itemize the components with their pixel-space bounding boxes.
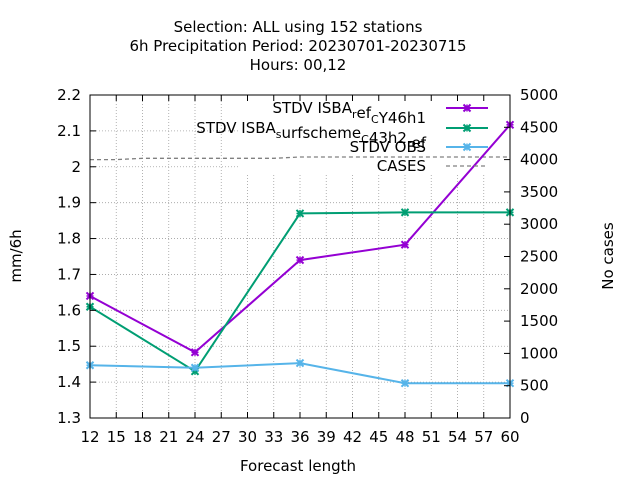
y2-tick-label: 3500 [520, 183, 558, 201]
x-tick-label: 33 [264, 428, 283, 446]
legend-label-1: STDV ISBAsurfschemeC43h2ref [196, 119, 426, 152]
grid [90, 95, 510, 418]
title-line-2: 6h Precipitation Period: 20230701-202307… [129, 37, 466, 55]
y-tick-label: 1.6 [57, 301, 81, 319]
x-tick-label: 27 [212, 428, 231, 446]
series-layer [85, 120, 515, 388]
legend-label-0: STDV ISBArefCY46h1 [272, 99, 426, 127]
series-1-point [400, 208, 410, 217]
y-tick-label: 2.2 [57, 86, 81, 104]
x-tick-label: 51 [422, 428, 441, 446]
y-tick-label: 1.9 [57, 194, 81, 212]
x-tick-label: 15 [107, 428, 126, 446]
y-axis-label: mm/6h [7, 229, 25, 282]
y-tick-label: 1.3 [57, 409, 81, 427]
y2-tick-label: 5000 [520, 86, 558, 104]
y2-tick-label: 1500 [520, 312, 558, 330]
y2-tick-label: 2500 [520, 248, 558, 266]
legend-marker-0 [462, 103, 472, 113]
x-tick-label: 45 [369, 428, 388, 446]
title-line-1: Selection: ALL using 152 stations [174, 18, 423, 36]
x-tick-label: 42 [343, 428, 362, 446]
y-tick-label: 2.1 [57, 122, 81, 140]
y-tick-label: 1.4 [57, 373, 81, 391]
series-1-point [295, 209, 305, 218]
y2-tick-label: 0 [520, 409, 530, 427]
series-2-point [400, 378, 410, 388]
series-2-point [190, 363, 200, 372]
y2-axis-label: No cases [599, 222, 617, 290]
x-tick-label: 39 [317, 428, 336, 446]
legend-marker-2 [462, 142, 472, 152]
y-tick-label: 1.5 [57, 337, 81, 355]
x-tick-label: 60 [500, 428, 519, 446]
axis-ticks: 12 15 18 21 24 27 30 33 36 39 42 45 48 51 54 57 60 1.3 1.4… [57, 86, 558, 446]
title-line-3: Hours: 00,12 [250, 56, 347, 74]
series-line-3 [90, 156, 510, 161]
legend-marker-1 [462, 123, 472, 133]
y2-tick-label: 4000 [520, 151, 558, 169]
y2-tick-label: 500 [520, 377, 549, 395]
legend-label-2: STDV OBS [350, 138, 426, 156]
legend-label-3: CASES [377, 157, 426, 175]
series-2-point [295, 358, 305, 368]
series-0-point [295, 255, 305, 265]
y-tick-label: 1.8 [57, 230, 81, 248]
x-tick-label: 18 [133, 428, 152, 446]
x-tick-label: 36 [290, 428, 309, 446]
y2-tick-label: 3000 [520, 215, 558, 233]
x-tick-label: 21 [159, 428, 178, 446]
x-tick-label: 54 [448, 428, 467, 446]
series-0-point [190, 348, 200, 357]
x-tick-label: 48 [395, 428, 414, 446]
y-tick-label: 2 [71, 158, 81, 176]
series-0-point [400, 240, 410, 249]
y-tick-label: 1.7 [57, 265, 81, 283]
x-tick-label: 24 [185, 428, 204, 446]
x-tick-label: 30 [238, 428, 257, 446]
chart-title: Selection: ALL using 152 stations 6h Pre… [129, 18, 466, 74]
x-tick-label: 12 [80, 428, 99, 446]
x-tick-label: 57 [474, 428, 493, 446]
y2-tick-label: 2000 [520, 280, 558, 298]
series-line-1 [89, 211, 510, 373]
y2-tick-label: 1000 [520, 344, 558, 362]
x-axis-label: Forecast length [240, 457, 356, 475]
y2-tick-label: 4500 [520, 118, 558, 136]
